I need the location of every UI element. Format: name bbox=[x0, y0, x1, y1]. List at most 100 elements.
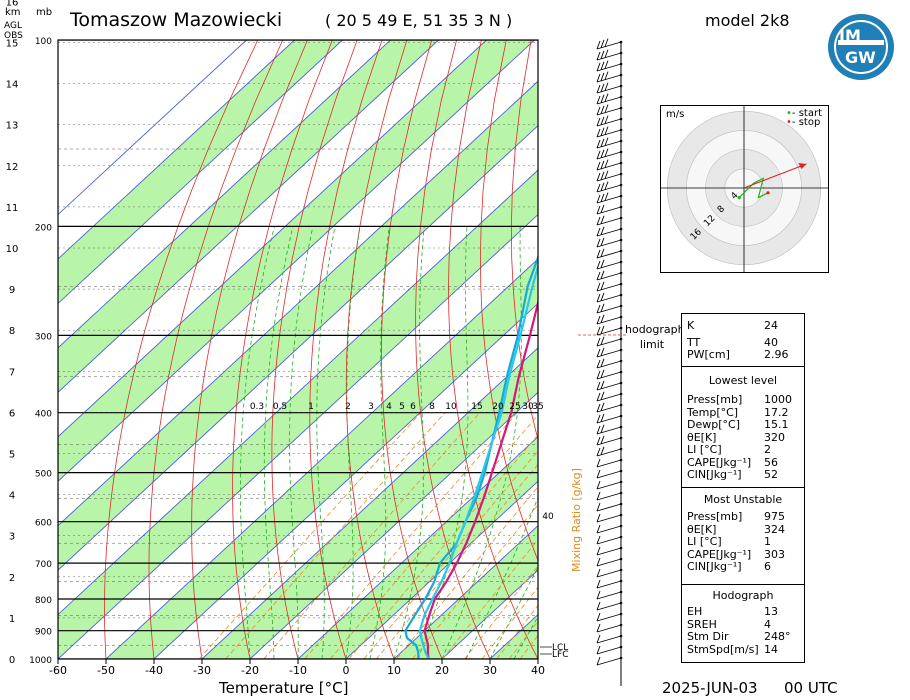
wind-barb-flag bbox=[600, 182, 605, 191]
hodograph-ring-label: 8 bbox=[716, 204, 727, 215]
index-value: 4 bbox=[764, 617, 771, 631]
indices-hodograph: Hodograph EH 13 SREH 4 Stm Dir 248° StmSpd[m/s… bbox=[682, 585, 804, 661]
wind-barb-flag bbox=[596, 568, 601, 578]
wind-barb-flag bbox=[600, 281, 605, 290]
index-value: 15.1 bbox=[764, 418, 789, 431]
index-value: 6 bbox=[764, 560, 771, 573]
isotherm bbox=[249, 391, 538, 659]
wind-barb-flag bbox=[596, 51, 601, 61]
km-tick-label: 16 bbox=[6, 0, 19, 8]
mixing-ratio-tick: 5 bbox=[399, 402, 405, 412]
wind-barb bbox=[596, 184, 622, 193]
index-value: 975 bbox=[764, 510, 785, 523]
wind-barb bbox=[596, 338, 622, 347]
wind-barb-flag bbox=[596, 106, 601, 116]
p-tick-label: 1000 bbox=[29, 656, 52, 666]
x-tick-label: 20 bbox=[435, 664, 449, 677]
wind-barb bbox=[596, 250, 622, 259]
km-tick-label: 6 bbox=[9, 408, 15, 419]
wind-barb bbox=[596, 360, 622, 369]
mixing-ratio-tick: 15 bbox=[471, 402, 482, 412]
wind-barb-flag bbox=[604, 82, 609, 91]
index-label: EH bbox=[687, 605, 703, 618]
index-label: Stm Dir bbox=[687, 630, 729, 643]
dry-adiabat bbox=[104, 40, 259, 659]
wind-barb-flag bbox=[604, 181, 609, 190]
wind-barb-flag bbox=[600, 149, 605, 158]
wind-barb-flag bbox=[596, 469, 601, 479]
wind-barb-flag bbox=[596, 392, 601, 402]
index-label: CAPE[Jkg⁻¹] bbox=[687, 455, 752, 469]
index-label: CIN[Jkg⁻¹] bbox=[687, 468, 742, 481]
tt-value: 40 bbox=[764, 336, 778, 349]
wind-barb-flag bbox=[596, 403, 601, 413]
wind-barb bbox=[596, 624, 622, 633]
km-axis-label: km bbox=[5, 7, 21, 18]
wind-barb bbox=[596, 481, 622, 490]
pw-label: PW[cm] bbox=[687, 348, 730, 361]
wind-barb-flag bbox=[596, 40, 601, 50]
wind-barb-flag bbox=[604, 60, 609, 69]
wind-barb bbox=[596, 602, 622, 611]
wind-barb bbox=[596, 217, 622, 226]
wind-barb bbox=[596, 448, 622, 457]
index-value: 2 bbox=[764, 443, 771, 456]
isotherm bbox=[58, 125, 538, 571]
km-tick-label: 0 bbox=[9, 655, 15, 666]
wind-barb bbox=[596, 41, 622, 50]
wind-barb-flag bbox=[596, 436, 601, 446]
wind-barb-flag bbox=[596, 73, 601, 83]
wind-barb bbox=[596, 393, 622, 402]
moist-adiabat bbox=[316, 226, 336, 659]
wind-barb-flag bbox=[596, 480, 601, 490]
p-tick-label: 300 bbox=[35, 332, 52, 342]
wind-barb-flag bbox=[600, 248, 605, 257]
wind-barb-flag bbox=[596, 84, 601, 94]
wind-barb-flag bbox=[600, 226, 605, 235]
index-label: Press[mb] bbox=[687, 510, 743, 523]
wind-barb bbox=[596, 349, 622, 358]
start-dot-icon: • bbox=[786, 108, 792, 119]
indices-basic: K 24 TT 40 PW[cm] 2.96 bbox=[682, 314, 804, 367]
wind-barb bbox=[596, 162, 622, 171]
unstable-title: Most Unstable bbox=[703, 493, 783, 506]
wind-barb-flag bbox=[596, 502, 601, 512]
wind-barb bbox=[596, 85, 622, 94]
mixing-ratio-tick: 1 bbox=[308, 402, 314, 412]
km-tick-label: 3 bbox=[9, 532, 15, 543]
moist-adiabat bbox=[513, 615, 538, 659]
wind-barb-flag bbox=[604, 126, 609, 135]
wind-barb-flag bbox=[600, 380, 605, 389]
x-tick-label: 0 bbox=[343, 664, 350, 677]
wind-barb bbox=[596, 591, 622, 600]
index-value: 320 bbox=[764, 430, 785, 444]
wind-barb-flag bbox=[600, 39, 605, 48]
wind-barb-flag bbox=[596, 62, 601, 72]
series-line-1 bbox=[404, 254, 538, 659]
chart-date: 2025-JUN-03 bbox=[662, 679, 758, 697]
mixing-ratio-tick: 10 bbox=[445, 402, 457, 412]
wind-barb bbox=[596, 635, 622, 644]
x-tick-label: -40 bbox=[145, 664, 163, 677]
wind-barb-flag bbox=[600, 292, 605, 301]
wind-barb-flag bbox=[604, 38, 609, 47]
wind-barb-flag bbox=[596, 161, 601, 171]
km-tick-label: 15 bbox=[6, 39, 19, 50]
wind-barb-flag bbox=[596, 260, 601, 270]
dry-adiabat bbox=[510, 40, 538, 441]
wind-barb-flag bbox=[596, 359, 601, 369]
wind-barb-flag bbox=[604, 71, 609, 80]
lowest-title: Lowest level bbox=[708, 374, 778, 387]
hodograph-unit: m/s bbox=[666, 109, 685, 120]
temp-band bbox=[58, 81, 538, 571]
p-tick-label: 100 bbox=[35, 37, 52, 47]
wind-barb-flag bbox=[604, 192, 609, 201]
wind-barb bbox=[596, 294, 622, 303]
wind-barb bbox=[596, 371, 622, 380]
wind-barb-flag bbox=[596, 271, 601, 281]
wind-barb-flag bbox=[604, 93, 609, 102]
indices-table: K 24 TT 40 PW[cm] 2.96 Lowest level Pres… bbox=[681, 313, 805, 663]
km-tick-label: 11 bbox=[6, 203, 19, 214]
isotherm bbox=[345, 480, 538, 659]
wind-barb-flag bbox=[596, 645, 601, 655]
